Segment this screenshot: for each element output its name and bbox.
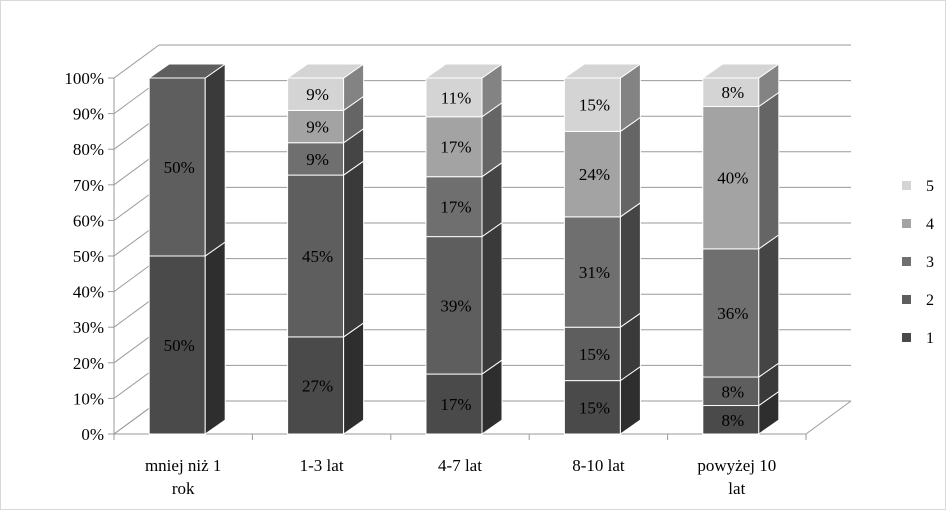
- data-label: 24%: [579, 165, 610, 184]
- x-category-label: lat: [728, 479, 745, 498]
- data-label: 17%: [440, 198, 471, 217]
- floor-right-edge: [805, 400, 852, 435]
- x-category-label: rok: [172, 479, 195, 498]
- bar-top: [701, 63, 781, 79]
- bar-top: [562, 63, 642, 79]
- y-tick-label: 0%: [81, 425, 104, 444]
- data-label: 17%: [440, 395, 471, 414]
- bar-segment-side: [619, 201, 641, 329]
- x-category-label: powyżej 10: [697, 456, 776, 475]
- bar-segment: [702, 105, 760, 250]
- y-tick-label: 30%: [73, 318, 104, 337]
- legend-label: 2: [926, 292, 934, 309]
- data-label: 8%: [721, 83, 744, 102]
- bar-segment: [287, 336, 345, 435]
- legend-label: 3: [926, 254, 934, 271]
- bar-segment: [563, 216, 621, 328]
- y-axis-ticks: 0% 10% 20% 30% 40% 50% 60% 70% 80% 90% 100%: [64, 69, 807, 444]
- legend-swatch: [902, 181, 911, 190]
- data-label: 9%: [306, 118, 329, 137]
- y-tick-label: 10%: [73, 389, 104, 408]
- bar-segment-side: [343, 321, 365, 435]
- data-label: 27%: [302, 376, 333, 395]
- bar-segment-side: [204, 241, 226, 435]
- bar-top: [424, 63, 504, 79]
- data-label: 8%: [721, 382, 744, 401]
- y-tick-label: 90%: [73, 105, 104, 124]
- bar-segment-side: [204, 63, 226, 257]
- bar-segment: [563, 77, 621, 132]
- legend-swatch: [902, 333, 911, 342]
- legend-swatch: [902, 219, 911, 228]
- bar-segment: [702, 405, 760, 435]
- gridline-side: [113, 44, 160, 79]
- x-category-label: 1-3 lat: [300, 456, 344, 475]
- y-tick-label: 50%: [73, 247, 104, 266]
- x-axis-categories: mniej niż 1 rok 1-3 lat 4-7 lat 8-10 lat powy…: [145, 456, 776, 498]
- data-label: 8%: [721, 411, 744, 430]
- data-label: 15%: [579, 345, 610, 364]
- legend-label: 4: [926, 216, 934, 233]
- bar-segment: [148, 255, 206, 435]
- data-label: 15%: [579, 96, 610, 115]
- data-label: 50%: [164, 158, 195, 177]
- legend: 5 4 3 2 1: [902, 178, 934, 347]
- bar-top: [286, 63, 366, 79]
- bar-segment-side: [619, 116, 641, 218]
- bar-segment: [563, 326, 621, 382]
- bar-segment: [425, 236, 483, 375]
- bar-segment: [563, 130, 621, 218]
- legend-swatch: [902, 295, 911, 304]
- bar-segment-side: [758, 233, 780, 379]
- y-tick-label: 40%: [73, 283, 104, 302]
- data-label: 39%: [440, 296, 471, 315]
- data-label: 36%: [717, 304, 748, 323]
- bars: [147, 63, 781, 435]
- data-label: 31%: [579, 263, 610, 282]
- bar-segment: [148, 77, 206, 257]
- y-tick-label: 20%: [73, 354, 104, 373]
- data-label: 45%: [302, 247, 333, 266]
- y-tick-label: 60%: [73, 211, 104, 230]
- x-category-label: 4-7 lat: [438, 456, 482, 475]
- y-tick-label: 100%: [64, 69, 104, 88]
- bar-top: [147, 63, 227, 79]
- bar-segment-side: [481, 221, 503, 376]
- bar-segment: [425, 176, 483, 238]
- data-label: 9%: [306, 150, 329, 169]
- data-label: 9%: [306, 85, 329, 104]
- bar-segment: [287, 174, 345, 338]
- y-tick-label: 70%: [73, 176, 104, 195]
- legend-label: 5: [926, 178, 934, 195]
- data-label: 17%: [440, 138, 471, 157]
- x-category-label: mniej niż 1: [145, 456, 221, 475]
- data-label: 40%: [717, 169, 748, 188]
- data-label: 15%: [579, 398, 610, 417]
- bar-segment-side: [343, 160, 365, 338]
- data-label: 11%: [441, 88, 472, 107]
- bar-segment: [287, 77, 345, 111]
- legend-label: 1: [926, 330, 934, 347]
- bar-segment-side: [758, 91, 780, 250]
- bar-segment: [287, 142, 345, 176]
- legend-swatch: [902, 257, 911, 266]
- data-labels: 50% 50% 27% 45% 9% 9% 9% 17% 39% 17% 17% 11% 15% 15% 3…: [164, 83, 749, 430]
- x-category-label: 8-10 lat: [572, 456, 625, 475]
- y-tick-label: 80%: [73, 140, 104, 159]
- data-label: 50%: [164, 336, 195, 355]
